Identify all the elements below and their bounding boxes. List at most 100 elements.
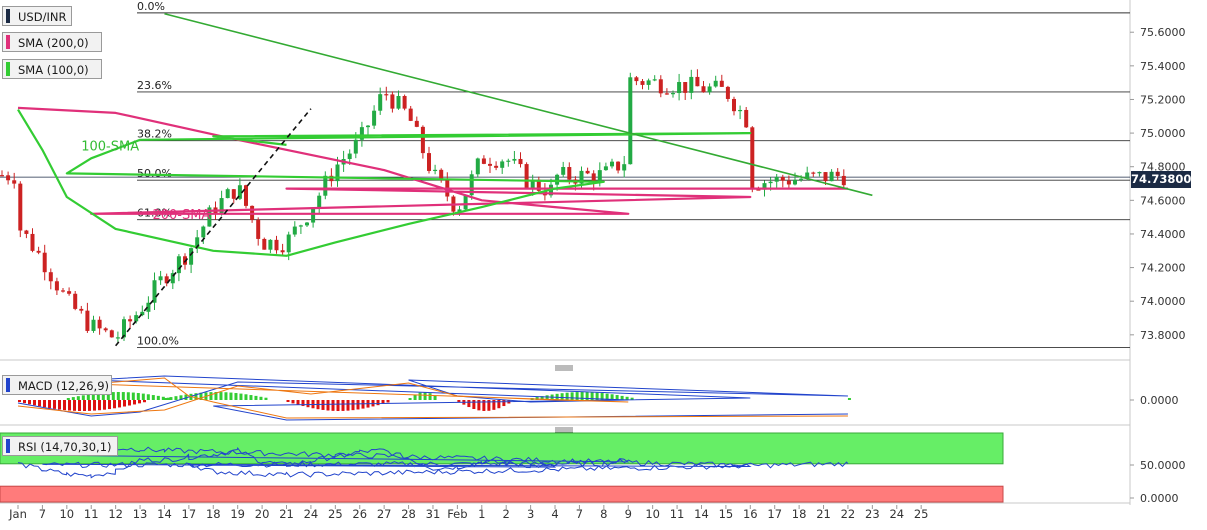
candlestick (536, 176, 541, 194)
current-price-tag: 74.73800 (1131, 171, 1192, 188)
macd-histogram-bar (131, 392, 135, 400)
candlestick (640, 79, 645, 90)
candle-body (536, 179, 541, 191)
candle-body (164, 276, 169, 284)
candlestick (616, 161, 621, 174)
macd-histogram-bar (164, 398, 168, 400)
macd-histogram-bar (847, 398, 851, 400)
candle-body (396, 95, 401, 109)
macd-histogram-bar (78, 400, 81, 411)
macd-histogram-bar (575, 392, 579, 400)
price-axis-label: 75.6000 (1140, 26, 1186, 39)
candle-body (201, 226, 206, 238)
candlestick-series (0, 69, 846, 343)
macd-histogram-bar (321, 400, 325, 410)
macd-histogram-bar (497, 400, 501, 409)
macd-histogram-bar (103, 400, 106, 410)
candle-body (402, 95, 407, 109)
macd-histogram-bar (146, 394, 150, 400)
candle-body (408, 108, 413, 121)
legend-macd[interactable]: MACD (12,26,9) (2, 375, 112, 395)
candle-body (646, 80, 651, 85)
price-axis-label: 75.0000 (1140, 127, 1186, 140)
candlestick (701, 81, 706, 93)
time-axis-label: 26 (352, 507, 367, 521)
macd-histogram-bar (595, 392, 599, 400)
legend-rsi[interactable]: RSI (14,70,30,1) (2, 436, 118, 456)
time-axis-label: 19 (230, 507, 245, 521)
legend-rsi-swatch (6, 439, 10, 453)
candlestick (152, 272, 157, 310)
macd-histogram-bar (625, 396, 629, 400)
macd-histogram-bar (18, 400, 21, 402)
candle-body (725, 86, 730, 99)
candle-body (390, 94, 395, 109)
time-axis-label: 8 (600, 507, 607, 521)
candlestick (256, 217, 261, 246)
candle-body (817, 172, 822, 174)
candlestick (219, 190, 224, 216)
candlestick (158, 270, 163, 285)
candlestick (396, 90, 401, 110)
candlestick (506, 158, 511, 167)
candlestick (372, 105, 377, 129)
legend-symbol[interactable]: USD/INR (2, 6, 72, 26)
macd-histogram-bar (361, 400, 365, 409)
candle-body (738, 109, 743, 112)
macd-histogram-bar (408, 398, 412, 400)
candle-body (762, 183, 767, 190)
candlestick (268, 239, 273, 254)
macd-histogram-bar (108, 400, 111, 410)
macd-histogram-bar (259, 396, 263, 400)
candlestick (231, 188, 236, 204)
candle-body (298, 225, 303, 227)
candle-body (823, 172, 828, 182)
candlestick (91, 315, 96, 333)
candle-body (372, 110, 377, 126)
time-axis-label: 16 (743, 507, 758, 521)
macd-histogram-bar (565, 392, 569, 400)
candle-body (439, 169, 444, 180)
candlestick (73, 290, 78, 311)
price-axis-label: 74.8000 (1140, 161, 1186, 174)
macd-histogram-bar (128, 400, 131, 406)
candle-body (481, 158, 486, 164)
candle-body (567, 167, 572, 180)
candlestick (0, 170, 4, 177)
candle-body (115, 337, 120, 339)
macd-histogram-bar (214, 392, 218, 400)
macd-histogram-bar (43, 400, 46, 408)
rsi-line (17, 445, 849, 479)
macd-histogram-bar (296, 400, 300, 405)
time-axis-label: Jan (8, 507, 27, 521)
candle-body (506, 160, 511, 162)
macd-histogram-bar (161, 396, 165, 400)
macd-histogram-bar (540, 396, 544, 400)
candlestick (54, 277, 59, 296)
time-axis-label: 10 (645, 507, 660, 521)
macd-histogram-bar (121, 392, 125, 400)
candlestick (6, 171, 11, 185)
candle-body (286, 234, 291, 253)
fib-level-label: 38.2% (137, 128, 172, 141)
macd-histogram-bar (467, 400, 471, 408)
candlestick (524, 162, 529, 189)
candlestick (652, 75, 657, 82)
legend-sma100[interactable]: SMA (100,0) (2, 59, 102, 79)
candle-body (829, 171, 834, 182)
rsi-axis-label: 50.0000 (1140, 459, 1186, 472)
legend-sma200[interactable]: SMA (200,0) (2, 32, 102, 52)
candlestick (494, 161, 499, 171)
candlestick (384, 86, 389, 101)
candle-body (353, 139, 358, 154)
time-axis-label: Feb (447, 507, 467, 521)
time-axis-label: 22 (841, 507, 856, 521)
candle-body (347, 153, 352, 160)
candlestick (244, 184, 248, 209)
candle-body (701, 86, 706, 93)
candlestick (164, 273, 169, 287)
time-axis-label: 13 (133, 507, 148, 521)
candle-body (512, 158, 517, 161)
macd-histogram-bar (570, 392, 574, 400)
macd-signal-line (17, 377, 848, 419)
